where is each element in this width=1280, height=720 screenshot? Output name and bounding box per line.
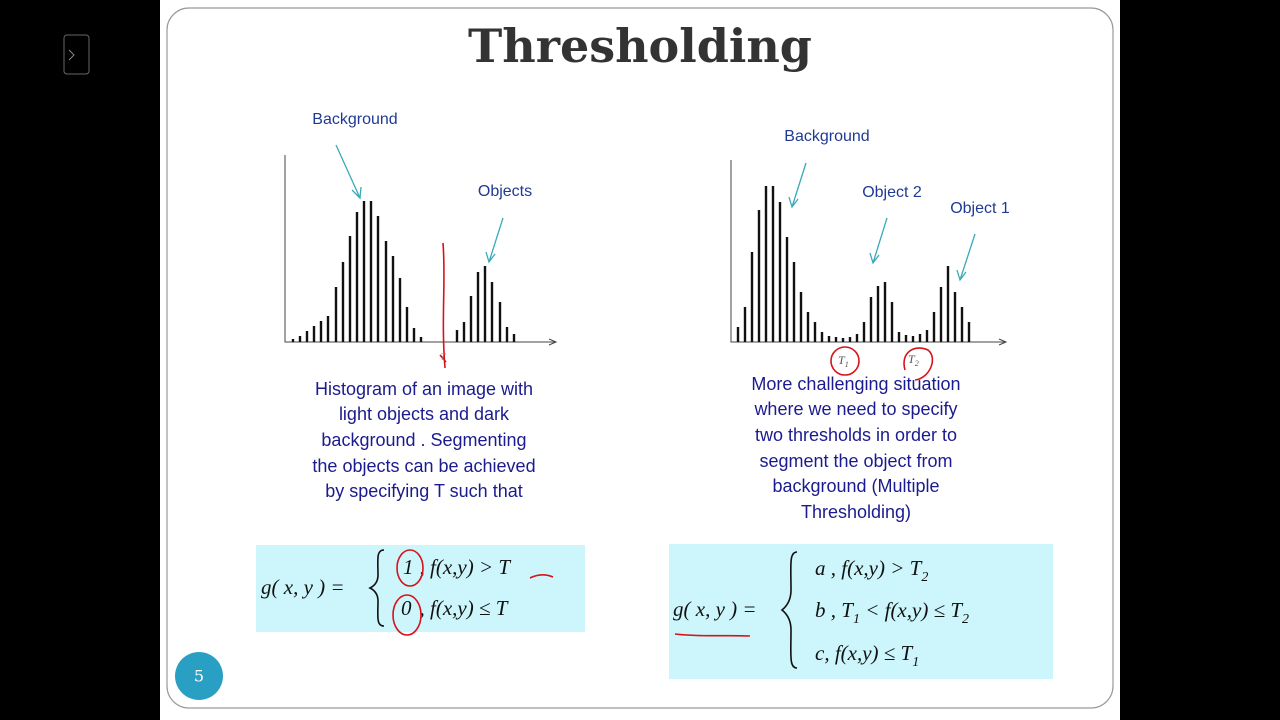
title: Thresholding	[468, 19, 812, 73]
caption-line: by specifying T such that	[325, 481, 522, 501]
text-part: b , T	[815, 598, 854, 622]
formula-row: b , T1 < f(x,y) ≤ T2	[815, 598, 969, 627]
illustration	[674, 633, 751, 637]
left-caption: Histogram of an image with light objects…	[312, 379, 535, 501]
illustration	[736, 186, 971, 342]
text-part: 1	[912, 655, 919, 670]
formula-row: 0 , f(x,y) ≤ T	[401, 596, 509, 620]
illustration	[396, 549, 424, 587]
text-part: , f(x,y) > T	[420, 555, 512, 579]
caption-line: light objects and dark	[339, 404, 510, 424]
page-badge	[175, 652, 223, 700]
label: Object 1	[950, 200, 1010, 217]
caption-line: background (Multiple	[772, 476, 939, 496]
text-part: 0	[401, 596, 412, 620]
formula-row: a , f(x,y) > T2	[815, 556, 928, 585]
text-part: c, f(x,y) ≤ T	[815, 641, 914, 665]
formula-box	[669, 544, 1053, 679]
left-histogram	[284, 155, 558, 369]
right-histogram	[730, 160, 1008, 381]
illustration	[291, 201, 516, 342]
text-part: 2	[962, 612, 969, 627]
formula-lhs: g( x, y ) =	[261, 575, 345, 599]
label: Object 2	[862, 184, 922, 201]
threshold-label: T1	[838, 353, 849, 369]
caption-line: where we need to specify	[753, 399, 957, 419]
caption-line: two thresholds in order to	[755, 425, 957, 445]
text-part: 1	[845, 360, 849, 369]
formula-row: 1, f(x,y) > T	[403, 555, 511, 579]
formula-lhs: g( x, y ) =	[673, 597, 757, 621]
nav-button[interactable]	[63, 34, 90, 75]
illustration	[956, 233, 976, 282]
illustration	[788, 162, 807, 209]
illustration	[903, 347, 934, 381]
illustration	[439, 242, 447, 369]
right-caption: More challenging situation where we need…	[751, 374, 960, 522]
caption-line: More challenging situation	[751, 374, 960, 394]
illustration	[392, 594, 422, 636]
illustration	[830, 346, 860, 376]
label: Background	[784, 128, 869, 145]
text-part: 1	[403, 555, 414, 579]
brace	[368, 549, 385, 627]
caption-line: background . Segmenting	[321, 430, 526, 450]
label: Background	[312, 111, 397, 128]
label: Objects	[478, 183, 532, 200]
caption-line: the objects can be achieved	[312, 456, 535, 476]
illustration	[529, 574, 554, 579]
text-part: 2	[921, 570, 928, 585]
formula-row: c, f(x,y) ≤ T1	[815, 641, 919, 670]
threshold-label: T2	[908, 352, 919, 368]
illustration	[869, 217, 888, 265]
threshold-label: T	[440, 352, 446, 362]
slide-frame	[166, 7, 1114, 709]
caption-line: Thresholding)	[801, 502, 911, 522]
brace	[780, 551, 798, 669]
text-part: T	[838, 353, 846, 367]
illustration	[485, 217, 504, 264]
text-part: < f(x,y) ≤ T	[860, 598, 963, 622]
text-part: 1	[853, 612, 860, 627]
text-part: 2	[915, 359, 919, 368]
page-number: 5	[194, 667, 204, 686]
caption-line: Histogram of an image with	[315, 379, 533, 399]
text-part: , f(x,y) ≤ T	[420, 596, 509, 620]
illustration	[335, 144, 362, 200]
text-part: a , f(x,y) > T	[815, 556, 923, 580]
caption-line: segment the object from	[759, 451, 952, 471]
text-part: T	[908, 352, 916, 366]
nav-icon	[68, 49, 75, 61]
